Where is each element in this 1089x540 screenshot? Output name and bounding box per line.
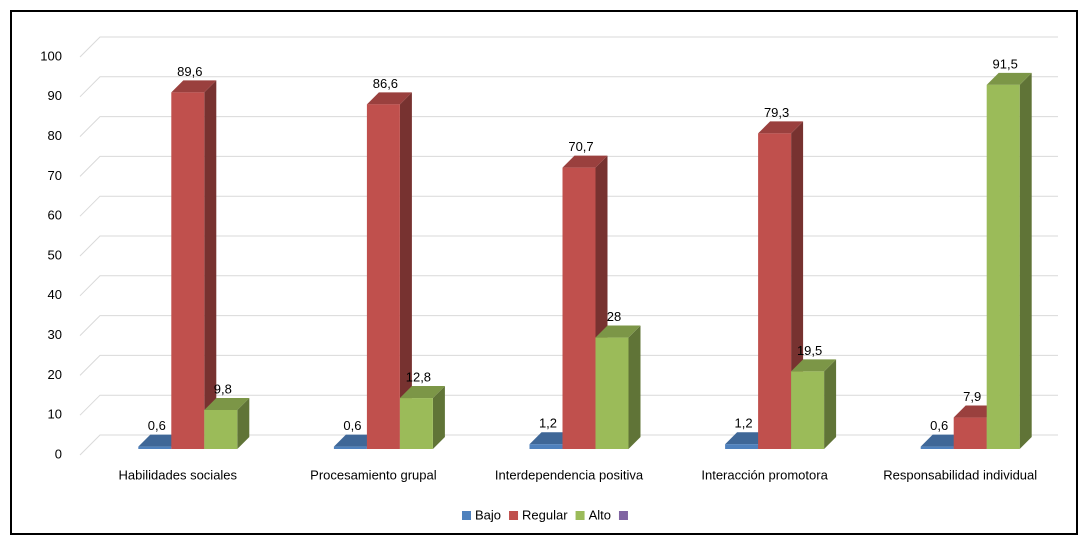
value-label: 86,6 bbox=[373, 76, 398, 91]
value-label: 0,6 bbox=[148, 418, 166, 433]
bar bbox=[366, 104, 400, 449]
y-tick-label: 100 bbox=[40, 48, 62, 63]
bar bbox=[171, 92, 205, 449]
y-tick-label: 10 bbox=[48, 407, 62, 422]
y-tick-label: 80 bbox=[48, 128, 62, 143]
bar bbox=[953, 417, 987, 449]
bar-side bbox=[1019, 72, 1032, 449]
value-label: 79,3 bbox=[764, 105, 789, 120]
grid-line bbox=[79, 195, 1058, 217]
value-label: 1,2 bbox=[735, 416, 753, 431]
grid-line bbox=[79, 275, 1058, 297]
bar-side bbox=[204, 80, 217, 449]
value-label: 70,7 bbox=[568, 139, 593, 154]
bar bbox=[758, 133, 792, 450]
value-label: 9,8 bbox=[214, 381, 232, 396]
legend-swatch bbox=[462, 511, 471, 520]
y-tick-label: 50 bbox=[48, 247, 62, 262]
bar-top bbox=[791, 359, 837, 372]
y-tick-label: 30 bbox=[48, 327, 62, 342]
legend-swatch bbox=[575, 511, 585, 520]
x-tick-label: Responsabilidad individual bbox=[883, 467, 1037, 482]
x-tick-label: Interdependencia positiva bbox=[495, 467, 644, 482]
bar-side bbox=[399, 92, 412, 449]
bar bbox=[725, 444, 759, 449]
x-tick-label: Habilidades sociales bbox=[119, 467, 238, 482]
y-tick-label: 70 bbox=[48, 168, 62, 183]
value-label: 1,2 bbox=[539, 416, 557, 431]
chart-border bbox=[10, 10, 1078, 535]
legend-label: Regular bbox=[522, 507, 568, 522]
grid-line bbox=[79, 315, 1058, 336]
y-tick-label: 40 bbox=[48, 287, 62, 302]
y-tick-label: 60 bbox=[48, 208, 62, 223]
bar-side bbox=[237, 397, 250, 449]
bar bbox=[138, 446, 172, 449]
x-tick-label: Procesamiento grupal bbox=[310, 467, 437, 482]
bar bbox=[399, 398, 433, 449]
bar bbox=[791, 371, 825, 449]
bar bbox=[529, 444, 563, 449]
bar bbox=[920, 446, 954, 449]
bar bbox=[333, 446, 367, 449]
legend-swatch bbox=[618, 511, 628, 520]
legend-swatch bbox=[509, 511, 519, 520]
grid-line bbox=[79, 394, 1058, 416]
bar-top bbox=[595, 325, 641, 338]
value-label: 19,5 bbox=[797, 343, 822, 358]
bar-top bbox=[399, 386, 445, 399]
grid-line bbox=[79, 354, 1058, 376]
grid-line bbox=[79, 76, 1058, 98]
bar-top bbox=[562, 155, 608, 168]
value-label: 7,9 bbox=[963, 389, 981, 404]
bar bbox=[986, 84, 1020, 449]
grid-line bbox=[79, 235, 1058, 257]
grid-line bbox=[79, 116, 1058, 137]
value-label: 91,5 bbox=[993, 56, 1018, 71]
bar-top bbox=[204, 397, 250, 410]
x-tick-label: Interacción promotora bbox=[701, 467, 828, 482]
bar-side bbox=[628, 325, 641, 449]
bar bbox=[562, 167, 596, 449]
y-tick-label: 20 bbox=[48, 367, 62, 382]
bar-top bbox=[758, 121, 804, 134]
bar-top bbox=[986, 72, 1032, 85]
legend-label: Bajo bbox=[475, 507, 501, 522]
bar-top bbox=[366, 92, 412, 105]
y-tick-label: 90 bbox=[48, 88, 62, 103]
value-label: 28 bbox=[607, 309, 621, 324]
value-label: 0,6 bbox=[343, 418, 361, 433]
value-label: 89,6 bbox=[177, 64, 202, 79]
bar bbox=[595, 337, 629, 449]
bar bbox=[204, 409, 238, 449]
bar-side bbox=[432, 386, 445, 449]
y-tick-label: 0 bbox=[55, 446, 62, 461]
bar-top bbox=[171, 80, 217, 93]
value-label: 12,8 bbox=[406, 369, 431, 384]
grid-line bbox=[79, 155, 1058, 177]
bar-side bbox=[824, 359, 837, 449]
value-label: 0,6 bbox=[930, 418, 948, 433]
grid-line bbox=[79, 36, 1058, 58]
legend-label: Alto bbox=[589, 507, 611, 522]
